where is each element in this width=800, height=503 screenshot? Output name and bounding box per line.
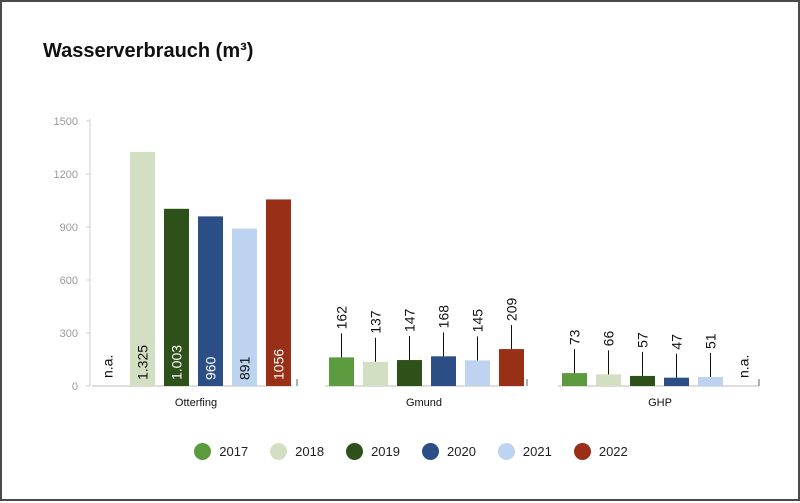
data-label: 1.325 (135, 345, 151, 380)
bar (164, 208, 189, 386)
bar (329, 357, 354, 386)
bar (266, 199, 291, 386)
legend-label: 2022 (598, 443, 628, 459)
legend-swatch (270, 442, 288, 460)
bar (562, 373, 587, 386)
bar (698, 376, 723, 386)
legend-item: 2022 (573, 442, 628, 460)
legend-swatch (573, 442, 591, 460)
legend-swatch (346, 442, 364, 460)
x-category-label: Otterfing (175, 397, 217, 409)
data-label: 51 (703, 333, 719, 349)
legend-swatch (497, 442, 515, 460)
legend-swatch (194, 442, 212, 460)
chart-title: Wasserverbrauch (m³) (43, 40, 254, 62)
bar (397, 360, 422, 386)
data-label: 891 (237, 356, 253, 380)
data-label: n.a. (736, 355, 752, 378)
x-category-label: GHP (648, 397, 672, 409)
data-label: 162 (334, 306, 350, 330)
bar (232, 228, 257, 386)
data-label: 145 (470, 309, 486, 333)
legend-label: 2020 (447, 443, 476, 459)
bar (431, 356, 456, 386)
legend-label: 2018 (295, 443, 325, 459)
legend-swatch (422, 442, 439, 460)
legend-item: 2020 (422, 442, 476, 460)
bar (465, 360, 490, 386)
legend-item: 2017 (194, 442, 249, 460)
data-label: 73 (567, 329, 583, 345)
y-tick-label: 0 (72, 381, 78, 393)
legend-item: 2019 (346, 442, 400, 460)
data-label: 66 (601, 331, 617, 347)
legend-item: 2021 (497, 442, 552, 460)
data-label: 1.003 (169, 345, 185, 380)
bar (596, 374, 621, 386)
data-label: 960 (203, 356, 219, 380)
y-tick-label: 900 (60, 222, 78, 234)
y-tick-label: 300 (60, 328, 78, 340)
y-tick-label: 600 (60, 275, 78, 287)
data-label: n.a. (100, 355, 116, 378)
y-tick-label: 1500 (54, 116, 78, 128)
legend-label: 2019 (371, 443, 400, 459)
legend-label: 2017 (219, 443, 249, 459)
data-label: 137 (368, 310, 384, 334)
chart-legend: 2017 2018 2019 2020 2021 2022 (2, 439, 800, 463)
bar (363, 361, 388, 386)
bar (664, 377, 689, 386)
bar (130, 151, 155, 386)
legend-item: 2018 (270, 442, 325, 460)
bar (630, 375, 655, 386)
legend-label: 2021 (522, 443, 552, 459)
data-label: 147 (402, 308, 418, 332)
data-label: 168 (436, 305, 452, 329)
y-tick-label: 1200 (54, 169, 78, 181)
x-category-label: Gmund (406, 397, 442, 409)
bar (499, 349, 524, 386)
data-label: 209 (504, 298, 520, 322)
data-label: 57 (635, 332, 651, 348)
data-label: 1056 (271, 349, 287, 380)
bar (198, 216, 223, 386)
data-label: 47 (669, 334, 685, 350)
